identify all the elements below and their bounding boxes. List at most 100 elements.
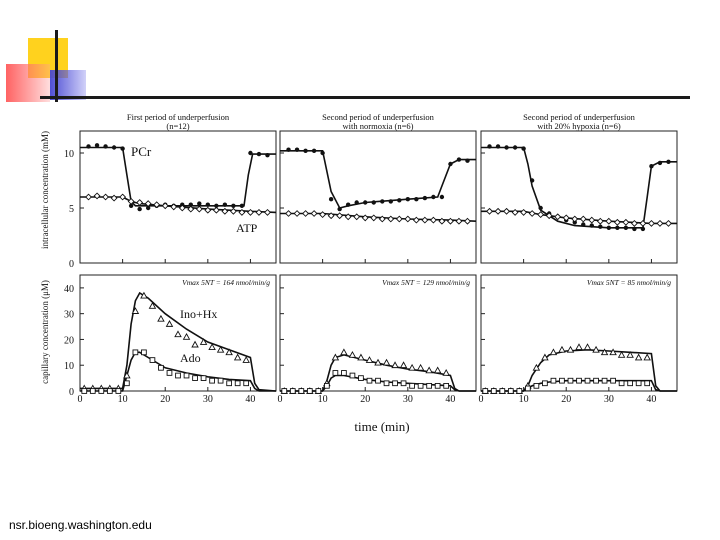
data-point-atp: [178, 204, 186, 212]
data-point-atp: [353, 213, 361, 221]
data-point-atp: [187, 205, 195, 213]
data-point-ado: [234, 380, 241, 387]
data-point-pcr: [248, 150, 253, 156]
data-point-atp: [310, 210, 318, 217]
data-point-atp: [264, 208, 271, 216]
data-point-ino-hx: [131, 307, 140, 314]
data-point-ado: [306, 388, 313, 394]
data-point-ino-hx: [433, 366, 442, 374]
data-point-atp: [144, 200, 152, 208]
label-pcr: PCr: [131, 144, 152, 159]
data-point-ado: [141, 349, 147, 356]
data-point-pcr: [456, 157, 462, 162]
data-point-ino-hx: [225, 348, 233, 356]
data-point-ado: [550, 377, 557, 384]
data-point-pcr: [521, 146, 526, 151]
data-point-atp: [588, 216, 596, 224]
data-point-atp: [494, 207, 502, 215]
data-point-ado: [644, 380, 651, 387]
data-point-atp: [195, 205, 203, 213]
data-point-ino-hx: [643, 353, 651, 361]
data-point-pcr: [231, 203, 236, 208]
x-tick-label: 20: [160, 394, 170, 405]
data-point-ino-hx: [549, 348, 558, 356]
data-point-pcr: [86, 144, 91, 149]
data-point-pcr: [380, 199, 385, 204]
data-point-atp: [302, 210, 310, 217]
data-point-pcr: [222, 202, 228, 207]
data-point-pcr: [111, 145, 117, 150]
data-point-atp: [464, 217, 471, 225]
data-point-atp: [255, 208, 263, 216]
data-point-ino-hx: [365, 356, 374, 363]
data-point-ado: [434, 382, 441, 389]
data-point-ado: [400, 380, 407, 387]
data-point-ado: [243, 380, 250, 387]
data-point-atp: [344, 213, 352, 221]
data-point-pcr: [286, 147, 291, 152]
data-point-pcr: [311, 148, 317, 153]
data-point-ado: [576, 377, 582, 384]
data-point-pcr: [137, 206, 142, 212]
data-point-ado: [217, 377, 224, 384]
data-point-atp: [503, 207, 511, 215]
bottom-plot-frame: [480, 274, 678, 392]
x-tick-label: 20: [360, 394, 370, 405]
bottom-plot-frame: [279, 274, 477, 392]
panel-title-line: Second period of underperfusion: [523, 112, 635, 122]
data-point-ado: [192, 375, 198, 381]
data-point-atp: [528, 210, 536, 217]
data-point-ado: [166, 370, 173, 376]
data-point-ado: [610, 377, 616, 384]
x-axis-label: time (min): [354, 419, 409, 434]
data-point-pcr: [120, 146, 125, 151]
data-point-ado: [115, 388, 122, 394]
data-point-atp: [293, 210, 301, 217]
data-point-pcr: [265, 153, 270, 158]
bottom-y-tick-label: 30: [64, 310, 74, 321]
panel-title-line: (n=12): [166, 121, 189, 131]
data-point-atp: [438, 217, 446, 225]
data-point-pcr: [666, 159, 671, 164]
data-point-pcr: [345, 202, 351, 207]
data-point-atp: [545, 212, 553, 220]
data-point-atp: [238, 208, 246, 216]
top-plot-frame: [279, 130, 477, 264]
data-point-pcr: [504, 145, 509, 150]
data-point-atp: [395, 215, 403, 223]
top-plot-frame: [480, 130, 678, 264]
data-point-ino-hx: [541, 353, 549, 361]
data-point-atp: [537, 211, 545, 219]
data-point-atp: [622, 218, 630, 226]
data-point-pcr: [623, 225, 629, 230]
data-point-ado: [81, 388, 88, 394]
data-point-ino-hx: [348, 350, 357, 358]
data-point-atp: [605, 217, 613, 225]
data-point-pcr: [388, 199, 393, 204]
x-tick-label: 40: [646, 394, 656, 405]
panel-title-line: with normoxia (n=6): [343, 121, 414, 131]
data-point-atp: [319, 211, 327, 219]
data-point-ino-hx: [416, 363, 425, 371]
data-point-pcr: [337, 206, 342, 212]
x-tick-label: 40: [445, 394, 455, 405]
data-point-ino-hx: [566, 345, 575, 353]
data-point-ino-hx: [123, 371, 131, 379]
data-point-ino-hx: [609, 348, 617, 356]
data-point-atp: [246, 208, 254, 216]
data-point-atp: [221, 207, 229, 215]
data-point-pcr: [495, 144, 501, 149]
vmax-annotation: Vmax 5NT = 164 nmol/min/g: [182, 278, 270, 287]
x-tick-label: 0: [278, 394, 283, 405]
data-point-atp: [571, 215, 579, 223]
data-point-ado: [383, 380, 390, 387]
data-point-atp: [446, 217, 454, 225]
bottom-y-tick-label: 0: [69, 387, 74, 398]
data-point-ino-hx: [208, 343, 216, 351]
model-curve-pcr: [481, 146, 677, 229]
vmax-annotation: Vmax 5NT = 129 nmol/min/g: [382, 278, 470, 287]
x-tick-label: 30: [203, 394, 213, 405]
